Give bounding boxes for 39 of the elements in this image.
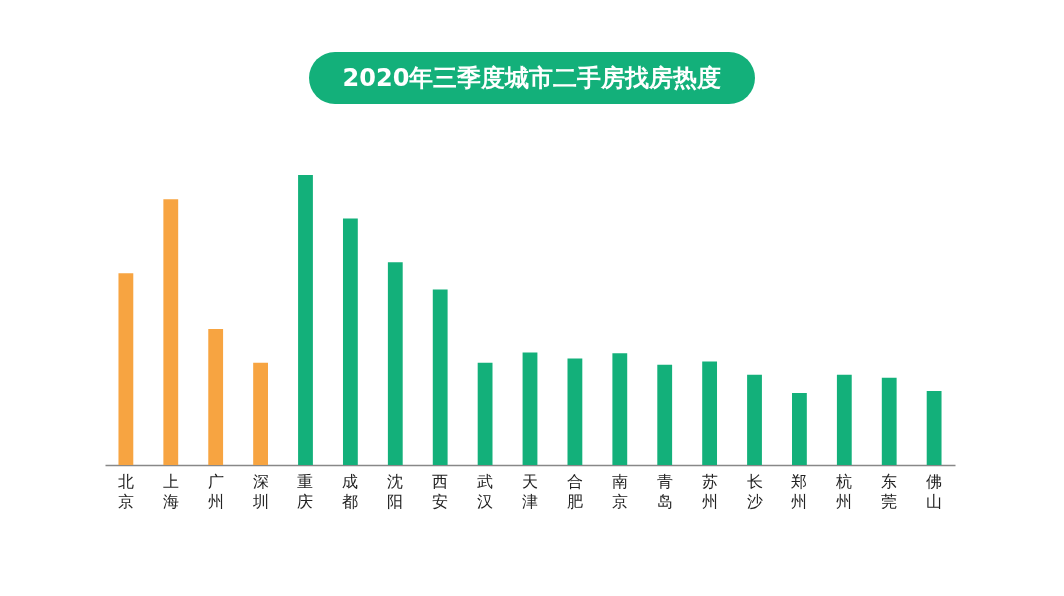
bar — [298, 175, 313, 465]
bar — [657, 364, 673, 465]
bar — [612, 353, 628, 465]
bar — [118, 273, 134, 465]
x-tick-label: 青岛 — [656, 471, 673, 511]
x-tick-label: 武汉 — [477, 471, 494, 511]
bar — [253, 362, 268, 465]
x-tick-label: 深圳 — [251, 471, 269, 511]
x-tick-label: 苏州 — [701, 471, 718, 511]
bar — [702, 361, 718, 465]
x-tick-label: 杭州 — [835, 471, 853, 511]
x-tick-label: 广州 — [207, 471, 224, 511]
bar — [163, 199, 179, 465]
x-tick-label: 北京 — [117, 471, 134, 511]
bar — [836, 374, 852, 465]
bar — [747, 374, 762, 465]
bar — [387, 262, 403, 465]
bar — [881, 377, 897, 465]
x-tick-label: 西安 — [432, 471, 449, 511]
x-tick-label: 重庆 — [297, 471, 314, 511]
x-tick-label: 沈阳 — [387, 471, 404, 511]
chart-title: 2020年三季度城市二手房找房热度 — [308, 52, 756, 104]
x-tick-label: 长沙 — [746, 471, 763, 511]
bar — [522, 352, 538, 465]
bar — [926, 391, 942, 465]
x-tick-label: 天津 — [522, 471, 538, 511]
bar — [432, 289, 448, 465]
bar — [477, 362, 493, 465]
x-tick-label: 佛山 — [926, 471, 943, 511]
x-tick-label: 南京 — [611, 471, 628, 511]
bar — [208, 328, 224, 465]
x-tick-label: 东莞 — [881, 471, 898, 511]
bar — [792, 393, 807, 465]
x-tick-label: 郑州 — [791, 471, 808, 511]
x-tick-label: 上海 — [162, 471, 179, 511]
x-tick-label: 成都 — [342, 471, 359, 511]
x-tick-label: 合肥 — [566, 471, 583, 511]
bar — [342, 218, 358, 465]
bar — [567, 358, 583, 465]
